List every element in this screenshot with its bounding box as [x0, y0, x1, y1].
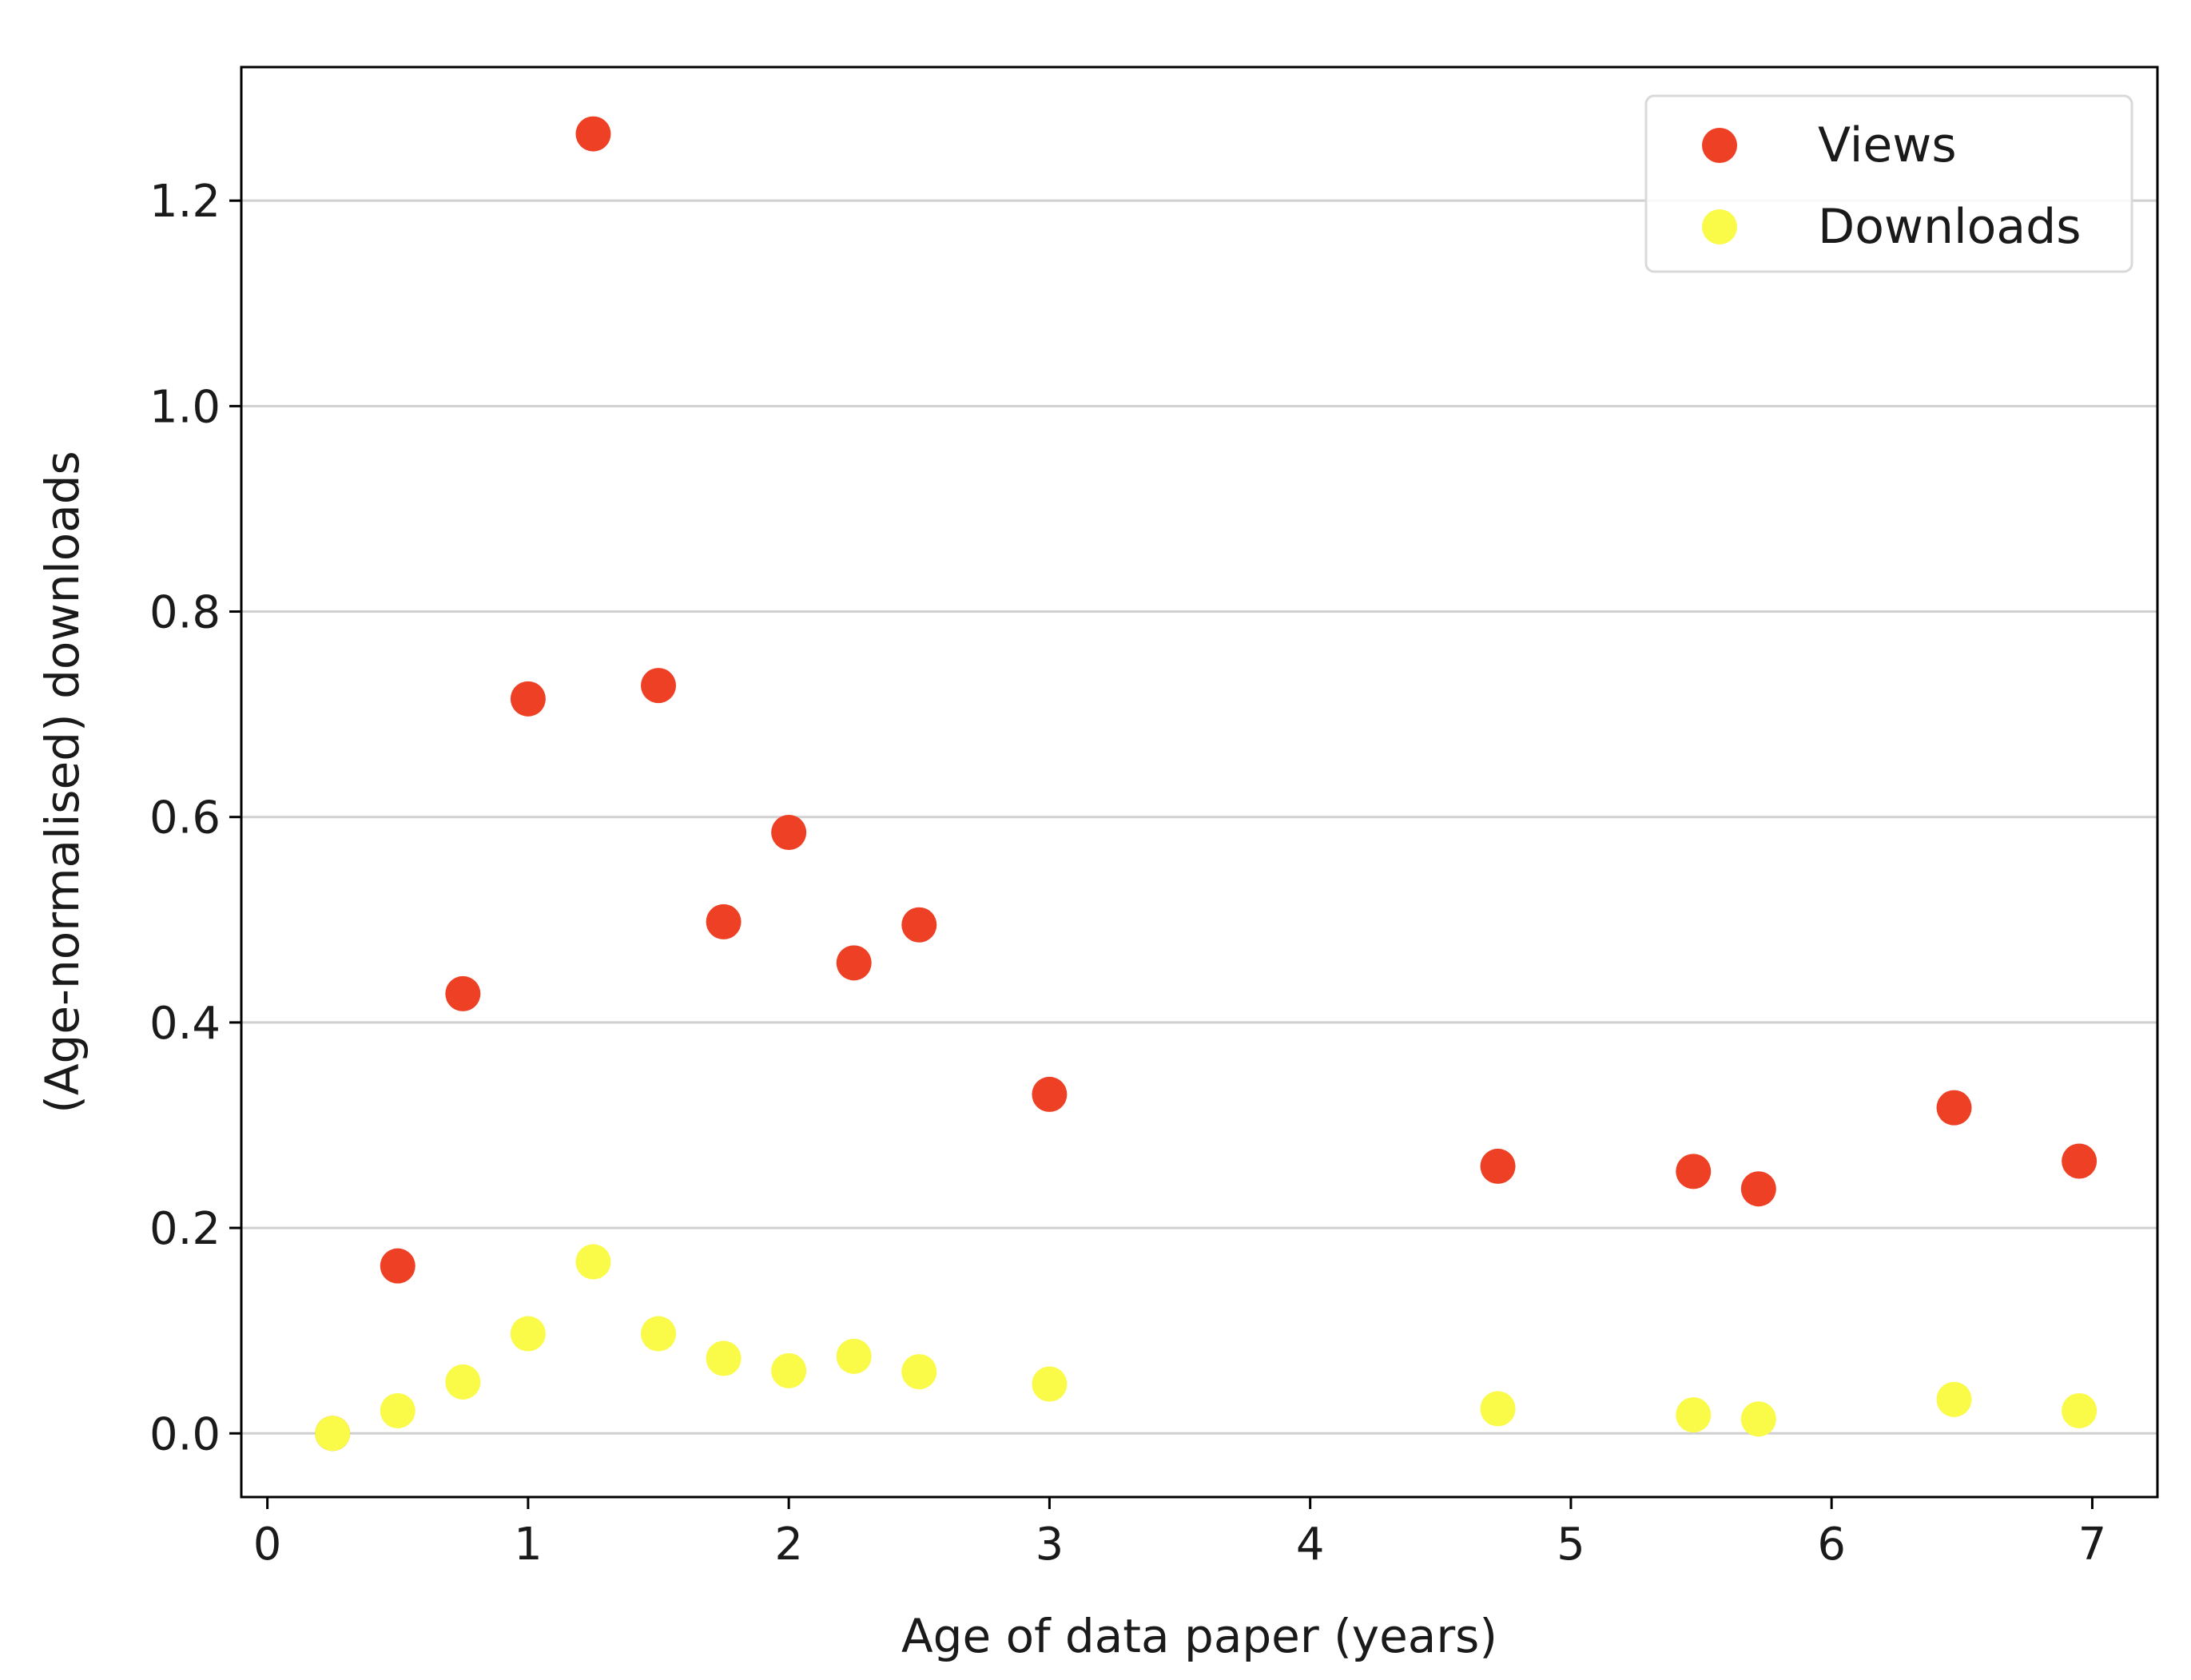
downloads-point: [1936, 1381, 1972, 1417]
views-point: [1740, 1171, 1776, 1207]
downloads-point: [510, 1316, 546, 1352]
downloads-point: [380, 1392, 416, 1428]
downloads-point: [706, 1340, 742, 1376]
views-point: [836, 945, 872, 981]
x-tick-label: 2: [774, 1519, 803, 1571]
y-tick-label: 0.8: [149, 587, 221, 639]
data-points: [315, 116, 2098, 1452]
views-point: [575, 116, 611, 152]
x-axis-label: Age of data paper (years): [901, 1609, 1497, 1663]
downloads-point: [1676, 1397, 1712, 1433]
views-point: [641, 668, 677, 704]
x-tick-label: 1: [514, 1519, 543, 1571]
downloads-point: [315, 1416, 351, 1452]
views-point: [380, 1248, 416, 1284]
views-point: [1480, 1148, 1516, 1184]
y-tick-label: 1.2: [149, 176, 221, 228]
legend: Views Downloads: [1644, 94, 2133, 273]
downloads-point: [1480, 1391, 1516, 1427]
legend-label-views: Views: [1818, 117, 1957, 173]
legend-box: [1644, 94, 2133, 273]
downloads-point: [901, 1354, 937, 1390]
views-point: [771, 815, 807, 851]
views-point: [1676, 1154, 1712, 1190]
axis-ticks: 0.0 0.2 0.4 0.6 0.8 1.0 1.2 0 1 2 3 4 5 6 7: [149, 176, 2106, 1571]
views-point: [445, 975, 481, 1011]
downloads-point: [836, 1338, 872, 1374]
views-point: [901, 907, 937, 943]
x-tick-label: 5: [1557, 1519, 1585, 1571]
downloads-point: [445, 1364, 481, 1400]
legend-marker-downloads: [1702, 209, 1737, 244]
plot-frame: [240, 66, 2159, 1499]
views-point: [1032, 1076, 1068, 1112]
x-tick-label: 3: [1036, 1519, 1064, 1571]
y-tick-label: 0.0: [149, 1408, 221, 1460]
y-tick-label: 0.6: [149, 792, 221, 844]
x-tick-label: 0: [253, 1519, 282, 1571]
views-point: [510, 681, 546, 717]
views-point: [1936, 1090, 1972, 1126]
views-point: [2062, 1143, 2098, 1179]
downloads-point: [771, 1352, 807, 1388]
legend-marker-views: [1702, 128, 1737, 163]
x-tick-label: 4: [1296, 1519, 1325, 1571]
x-tick-label: 6: [1817, 1519, 1846, 1571]
x-tick-label: 7: [2078, 1519, 2107, 1571]
downloads-point: [575, 1244, 611, 1280]
views-point: [706, 904, 742, 939]
y-tick-label: 1.0: [149, 381, 221, 433]
downloads-point: [641, 1316, 677, 1352]
y-tick-label: 0.2: [149, 1203, 221, 1255]
downloads-point: [2062, 1392, 2098, 1428]
y-axis-label: (Age-normalised) downloads: [35, 451, 89, 1114]
y-tick-label: 0.4: [149, 998, 221, 1050]
legend-label-downloads: Downloads: [1818, 199, 2082, 255]
downloads-point: [1740, 1401, 1776, 1437]
downloads-point: [1032, 1366, 1068, 1402]
